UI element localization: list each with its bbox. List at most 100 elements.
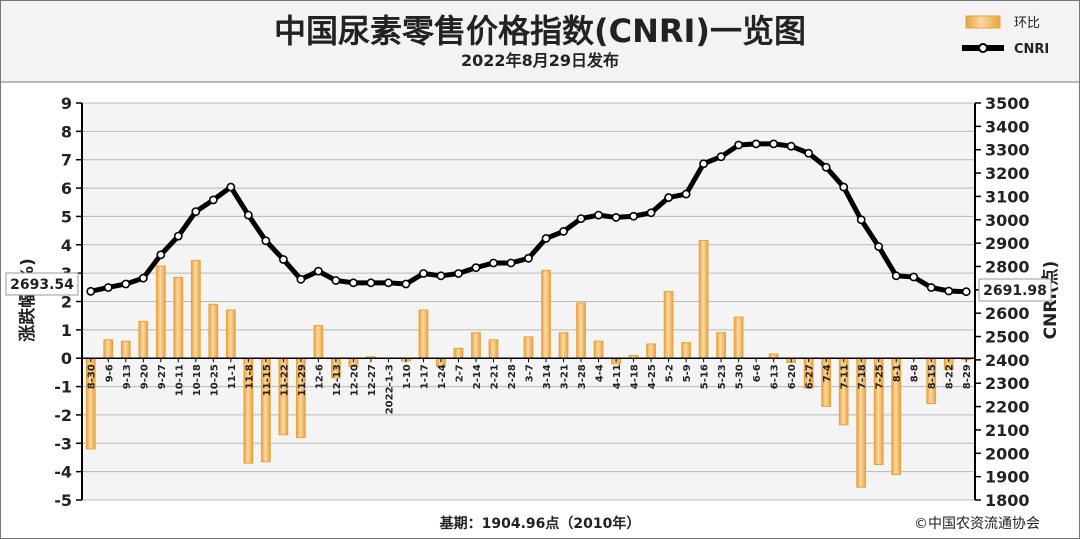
cnri-point (559, 227, 568, 236)
x-tick-label: 2-7 (454, 364, 465, 382)
right-tick-label: 2100 (985, 421, 1030, 440)
cnri-point (313, 266, 323, 276)
bar (663, 291, 674, 359)
bar (103, 339, 114, 359)
bar (681, 342, 691, 359)
x-tick-label: 5-30 (735, 364, 746, 389)
x-tick-label: 11-8 (244, 364, 255, 389)
base-note: 基期：1904.96点（2010年） (440, 515, 641, 532)
x-tick-label: 6-27 (805, 364, 816, 389)
cnri-point (681, 189, 691, 199)
bar (225, 309, 236, 359)
x-tick-label: 4-25 (647, 364, 658, 389)
cnri-point (331, 276, 341, 285)
cnri-point (226, 182, 236, 192)
cnri-point (909, 272, 919, 282)
bar (138, 320, 149, 359)
cnri-point (629, 211, 638, 221)
right-tick-label: 3100 (985, 187, 1030, 206)
right-tick-label: 3000 (985, 211, 1030, 230)
cnri-point (944, 286, 954, 296)
bar (120, 340, 131, 359)
right-tick-label: 1900 (985, 468, 1030, 487)
legend-line-label: CNRI (1014, 42, 1049, 57)
x-tick-label: 4-11 (612, 364, 623, 389)
right-tick-label: 2600 (985, 304, 1030, 323)
right-tick-label: 3200 (985, 164, 1030, 183)
right-tick-label: 2400 (985, 351, 1030, 370)
right-tick-label: 1800 (985, 491, 1030, 510)
right-tick-label: 2200 (985, 398, 1030, 417)
x-tick-label: 1-17 (419, 364, 430, 389)
cnri-point (716, 152, 726, 162)
x-tick-label: 9-27 (157, 364, 168, 389)
cnri-point (208, 195, 218, 205)
right-tick-label: 3500 (985, 94, 1030, 113)
x-tick-label: 8-29 (962, 364, 973, 389)
x-tick-label: 3-14 (542, 364, 553, 389)
x-tick-label: 10-18 (192, 364, 203, 396)
cnri-line-series (86, 139, 971, 297)
grid-lines (82, 102, 975, 501)
cnri-point (961, 287, 971, 297)
left-tick-label: -1 (54, 378, 72, 397)
cnri-point (489, 258, 498, 268)
x-tick-label: 12-20 (349, 364, 360, 396)
x-tick-label: 9-13 (122, 364, 133, 389)
x-tick-label: 10-11 (174, 364, 185, 396)
right-tick-label: 2500 (985, 328, 1030, 347)
bar (313, 325, 324, 359)
cnri-point (751, 139, 761, 149)
right-tick-label: 2900 (985, 234, 1030, 253)
x-tick-label: 2022-1-3 (384, 364, 395, 414)
x-tick-label: 11-22 (279, 364, 290, 396)
cnri-point (594, 210, 603, 220)
x-tick-label: 11-1 (227, 364, 238, 389)
cnri-point (156, 250, 166, 260)
bar (523, 336, 534, 359)
cnri-point (173, 231, 183, 241)
start-value-label: 2693.54 (10, 277, 74, 293)
start-value-callout: 2693.54 (5, 272, 79, 296)
x-tick-label: 11-15 (262, 364, 273, 396)
left-tick-label: -3 (54, 434, 72, 453)
x-tick-label: 6-13 (770, 364, 781, 389)
chart-title: 中国尿素零售价格指数(CNRI)一览图 (274, 12, 806, 50)
right-tick-label: 2800 (985, 257, 1030, 276)
cnri-point (839, 182, 849, 192)
x-tick-label: 3-7 (525, 364, 536, 382)
x-tick-label: 7-11 (840, 364, 851, 389)
left-tick-label: 6 (61, 179, 72, 198)
cnri-point (278, 255, 288, 264)
cnri-point (611, 213, 621, 222)
x-tick-label: 3-28 (577, 364, 588, 389)
left-tick-label: 8 (61, 122, 72, 141)
x-tick-label: 12-6 (314, 364, 325, 389)
x-tick-label: 12-13 (332, 364, 343, 396)
cnri-point (366, 278, 376, 288)
bar (418, 309, 429, 359)
x-tick-label: 12-27 (367, 364, 378, 396)
bar (488, 339, 499, 359)
x-tick-label: 5-2 (665, 364, 676, 382)
right-tick-label: 2300 (985, 374, 1030, 393)
x-tick-label: 7-18 (857, 364, 868, 389)
x-tick-label: 7-4 (822, 364, 833, 382)
right-tick-label: 3300 (985, 141, 1030, 160)
cnri-point (891, 271, 901, 281)
x-tick-label: 1-24 (437, 364, 448, 389)
cnri-point (261, 236, 271, 246)
x-tick-label: 6-20 (787, 364, 798, 389)
bar (558, 332, 569, 359)
cnri-point (856, 215, 866, 225)
end-value-label: 2691.98 (983, 283, 1047, 299)
bar (593, 340, 604, 359)
cnri-point (524, 253, 533, 263)
left-tick-label: 5 (61, 207, 72, 226)
cnri-point (296, 274, 306, 284)
x-tick-label: 6-6 (752, 364, 763, 382)
x-tick-labels: 8-30 9-6 9-13 9-20 9-27 10-11 10-18 10-25 11-1 11… (87, 358, 973, 414)
x-tick-label: 9-6 (104, 364, 115, 382)
